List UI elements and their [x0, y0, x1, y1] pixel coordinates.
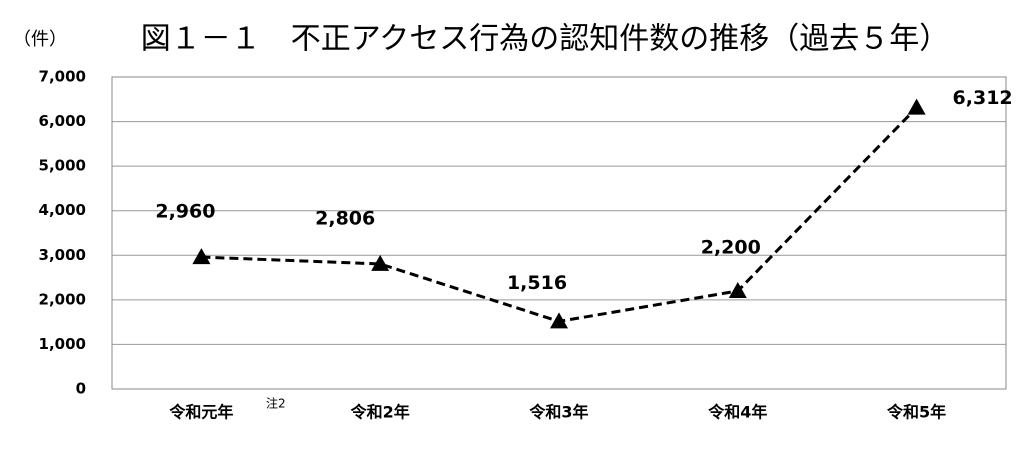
y-tick-label: 6,000 — [39, 112, 86, 130]
y-tick-label: 2,000 — [39, 290, 86, 308]
value-label: 2,960 — [155, 201, 215, 223]
value-label: 6,312 — [953, 87, 1013, 109]
y-tick-label: 1,000 — [39, 335, 86, 353]
y-tick-label: 0 — [76, 380, 86, 398]
x-tick-label: 令和3年 — [528, 403, 588, 422]
value-label: 2,200 — [701, 236, 761, 258]
y-unit: （件） — [13, 29, 67, 50]
marker — [371, 254, 390, 271]
value-label: 1,516 — [507, 272, 567, 294]
x-tick-label: 令和元年 — [168, 403, 233, 422]
y-tick-label: 5,000 — [39, 157, 86, 175]
y-tick-label: 7,000 — [39, 68, 86, 86]
y-tick-label: 3,000 — [39, 246, 86, 264]
marker — [907, 98, 926, 115]
marker — [728, 281, 747, 298]
value-label: 2,806 — [315, 207, 375, 229]
x-tick-label: 令和5年 — [886, 403, 946, 422]
marker — [192, 248, 211, 265]
x-tick-label: 令和4年 — [707, 403, 767, 422]
category-note: 注2 — [266, 396, 286, 411]
marker — [550, 312, 568, 329]
y-tick-label: 4,000 — [39, 201, 86, 219]
x-tick-label: 令和2年 — [350, 403, 410, 422]
plot-border — [111, 76, 1007, 390]
chart-title: 図１－１ 不正アクセス行為の認知件数の推移（過去５年） — [141, 22, 950, 57]
